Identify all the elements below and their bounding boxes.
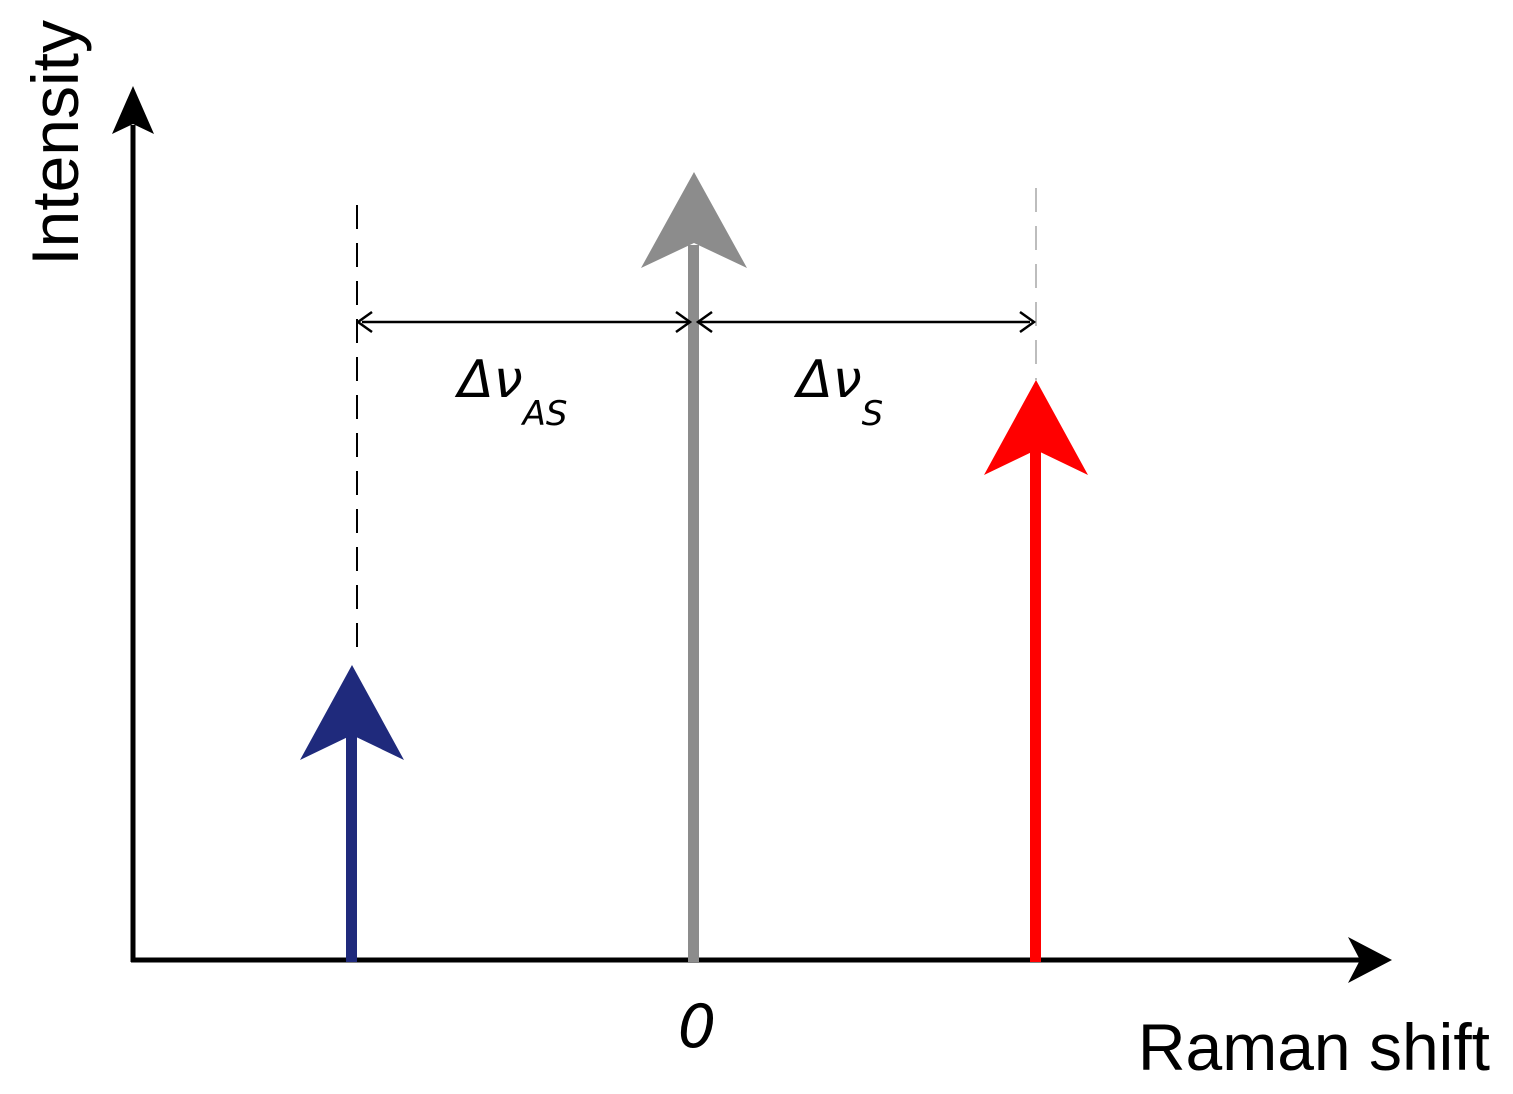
stokes-shift-label: ΔνS [793,350,883,434]
y-axis-label: Intensity [18,20,92,266]
y-axis-arrowhead [112,86,154,134]
rayleigh-arrowhead [641,172,747,268]
x-axis-arrowhead [1348,937,1392,983]
stokes-shift-arrow [695,310,1037,334]
stokes-shift-subscript: S [862,394,884,434]
rayleigh-line-arrow [641,172,747,962]
axes [112,86,1392,983]
rayleigh-shaft [688,245,699,962]
anti-stokes-arrowhead [300,665,404,760]
stokes-line-arrow [984,380,1088,962]
x-axis-label: Raman shift [1138,1010,1490,1084]
anti-stokes-shift-head-left [355,310,373,334]
anti-stokes-shift-label: ΔνAS [454,350,567,434]
stokes-arrowhead [984,380,1088,475]
anti-stokes-shift-arrow [355,310,693,334]
stokes-shaft [1030,450,1041,962]
origin-label: 0 [678,992,716,1062]
stokes-shift-head-right [1019,310,1037,334]
anti-stokes-shift-symbol: Δν [454,350,523,410]
anti-stokes-line-arrow [300,665,404,962]
anti-stokes-shaft [346,735,357,962]
stokes-shift-symbol: Δν [793,350,862,410]
anti-stokes-shift-head-right [675,310,693,334]
anti-stokes-shift-subscript: AS [521,394,568,434]
stokes-shift-head-left [695,310,713,334]
